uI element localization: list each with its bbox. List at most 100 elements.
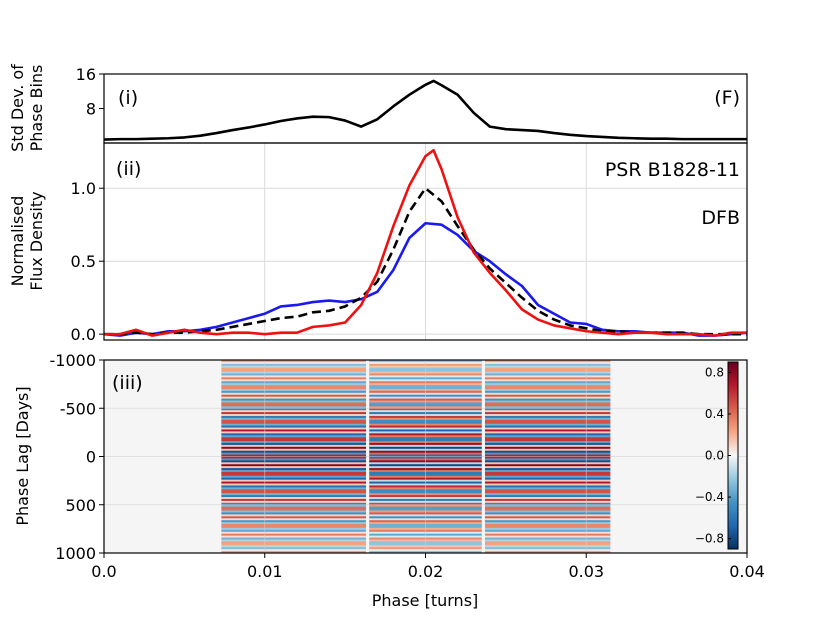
heatmap-cell xyxy=(221,489,367,492)
heatmap-cell xyxy=(484,414,611,417)
heatmap-cell xyxy=(221,415,367,419)
heatmap-cell xyxy=(221,475,367,479)
heatmap-cell xyxy=(221,527,367,531)
panel-ii-frame xyxy=(103,142,748,341)
heatmap-cell xyxy=(221,369,367,372)
heatmap-cell xyxy=(221,502,367,506)
panel-ii-annotation-dfb: DFB xyxy=(701,207,740,229)
heatmap-cell xyxy=(221,549,367,552)
panel-ii-ytick-label-0: 0.0 xyxy=(71,325,96,344)
heatmap-cell xyxy=(484,539,611,542)
heatmap-cell xyxy=(221,506,367,510)
heatmap-cell xyxy=(484,471,611,475)
heatmap-cell xyxy=(484,541,611,544)
panel-ii-annotation-pulsar: PSR B1828-11 xyxy=(605,159,740,181)
panel-phase-lag-heatmap: -1000 -500 0 500 1000 0.0 0.01 0.02 0.03 0.04 (i… xyxy=(13,351,765,610)
heatmap-cell xyxy=(484,508,611,511)
heatmap-cell xyxy=(484,518,611,521)
heatmap-cell xyxy=(221,522,367,525)
heatmap-cell xyxy=(221,533,367,537)
x-tick-label-4: 0.04 xyxy=(729,562,765,581)
heatmap-cell xyxy=(221,508,367,511)
heatmap-cell xyxy=(221,448,367,452)
heatmap-cell xyxy=(484,417,611,421)
heatmap-cell xyxy=(221,493,367,496)
heatmap-cell xyxy=(221,442,367,446)
heatmap-cell xyxy=(484,545,611,548)
heatmap-cell xyxy=(484,489,611,492)
heatmap-cell xyxy=(221,510,367,513)
heatmap-cell xyxy=(221,360,367,363)
heatmap-cell xyxy=(484,458,611,461)
heatmap-cell xyxy=(484,516,611,519)
heatmap-cell xyxy=(221,367,367,371)
heatmap-cell xyxy=(221,423,367,427)
heatmap-cell xyxy=(221,537,367,540)
heatmap-cell xyxy=(484,481,611,484)
heatmap-cell xyxy=(221,441,367,444)
heatmap-cell xyxy=(484,442,611,446)
heatmap-cell xyxy=(221,500,367,504)
colorbar-tick-label-1: 0.4 xyxy=(705,407,724,421)
heatmap-cell xyxy=(484,363,611,367)
heatmap-cell xyxy=(221,417,367,421)
heatmap-cell xyxy=(484,551,611,553)
heatmap-cell xyxy=(221,518,367,521)
heatmap-cell xyxy=(484,491,611,494)
heatmap-cell xyxy=(484,549,611,552)
heatmap-cell xyxy=(484,375,611,378)
heatmap-cell xyxy=(221,464,367,467)
heatmap-cell xyxy=(484,421,611,425)
heatmap-cell xyxy=(221,412,367,415)
heatmap-cell xyxy=(221,377,367,380)
heatmap-cell xyxy=(221,439,367,442)
panel-iii-frame xyxy=(103,359,748,554)
heatmap-cell xyxy=(484,415,611,419)
heatmap-cell xyxy=(484,533,611,537)
colorbar-tick-label-3: −0.4 xyxy=(695,490,724,504)
heatmap-cell xyxy=(484,410,611,413)
heatmap-cell xyxy=(221,446,367,450)
heatmap-cell xyxy=(484,431,611,434)
heatmap-cell xyxy=(484,360,611,363)
heatmap-cell xyxy=(221,452,367,455)
heatmap-cell xyxy=(484,495,611,498)
heatmap-cell xyxy=(484,537,611,540)
heatmap-cell xyxy=(484,373,611,376)
heatmap-cell xyxy=(484,468,611,471)
heatmap-cell xyxy=(484,522,611,525)
heatmap-cell xyxy=(221,520,367,523)
heatmap-cell xyxy=(221,481,367,484)
heatmap-cell xyxy=(221,470,367,473)
heatmap-cell xyxy=(221,429,367,432)
heatmap-cell xyxy=(484,365,611,369)
heatmap-cell xyxy=(221,497,367,500)
heatmap-cell xyxy=(484,379,611,382)
x-tick-label-1: 0.01 xyxy=(247,562,283,581)
heatmap-cell xyxy=(484,408,611,411)
heatmap-cell xyxy=(221,487,367,490)
heatmap-cell xyxy=(221,363,367,367)
heatmap-cell xyxy=(221,471,367,475)
heatmap-cell xyxy=(221,466,367,469)
heatmap-cell xyxy=(484,433,611,436)
panel-i-label: (i) xyxy=(118,87,138,109)
heatmap-cell xyxy=(484,473,611,477)
heatmap-cell xyxy=(484,439,611,442)
heatmap-cell xyxy=(484,429,611,432)
heatmap-cell xyxy=(221,543,367,546)
heatmap-cell xyxy=(484,527,611,531)
panel-iii-ytick-label-3: 500 xyxy=(65,496,96,515)
heatmap-cell xyxy=(221,498,367,502)
colorbar-tick-label-2: 0.0 xyxy=(705,449,724,463)
heatmap-cell xyxy=(221,400,367,403)
heatmap-cell xyxy=(221,433,367,436)
panel-i-series-std_dev xyxy=(104,79,747,141)
heatmap-cell xyxy=(221,431,367,434)
heatmap-cell xyxy=(221,390,367,394)
heatmap-cell xyxy=(484,402,611,405)
x-tick-label-3: 0.03 xyxy=(568,562,604,581)
heatmap-cell xyxy=(221,454,367,457)
heatmap-cell xyxy=(484,512,611,515)
heatmap-cell xyxy=(221,512,367,515)
